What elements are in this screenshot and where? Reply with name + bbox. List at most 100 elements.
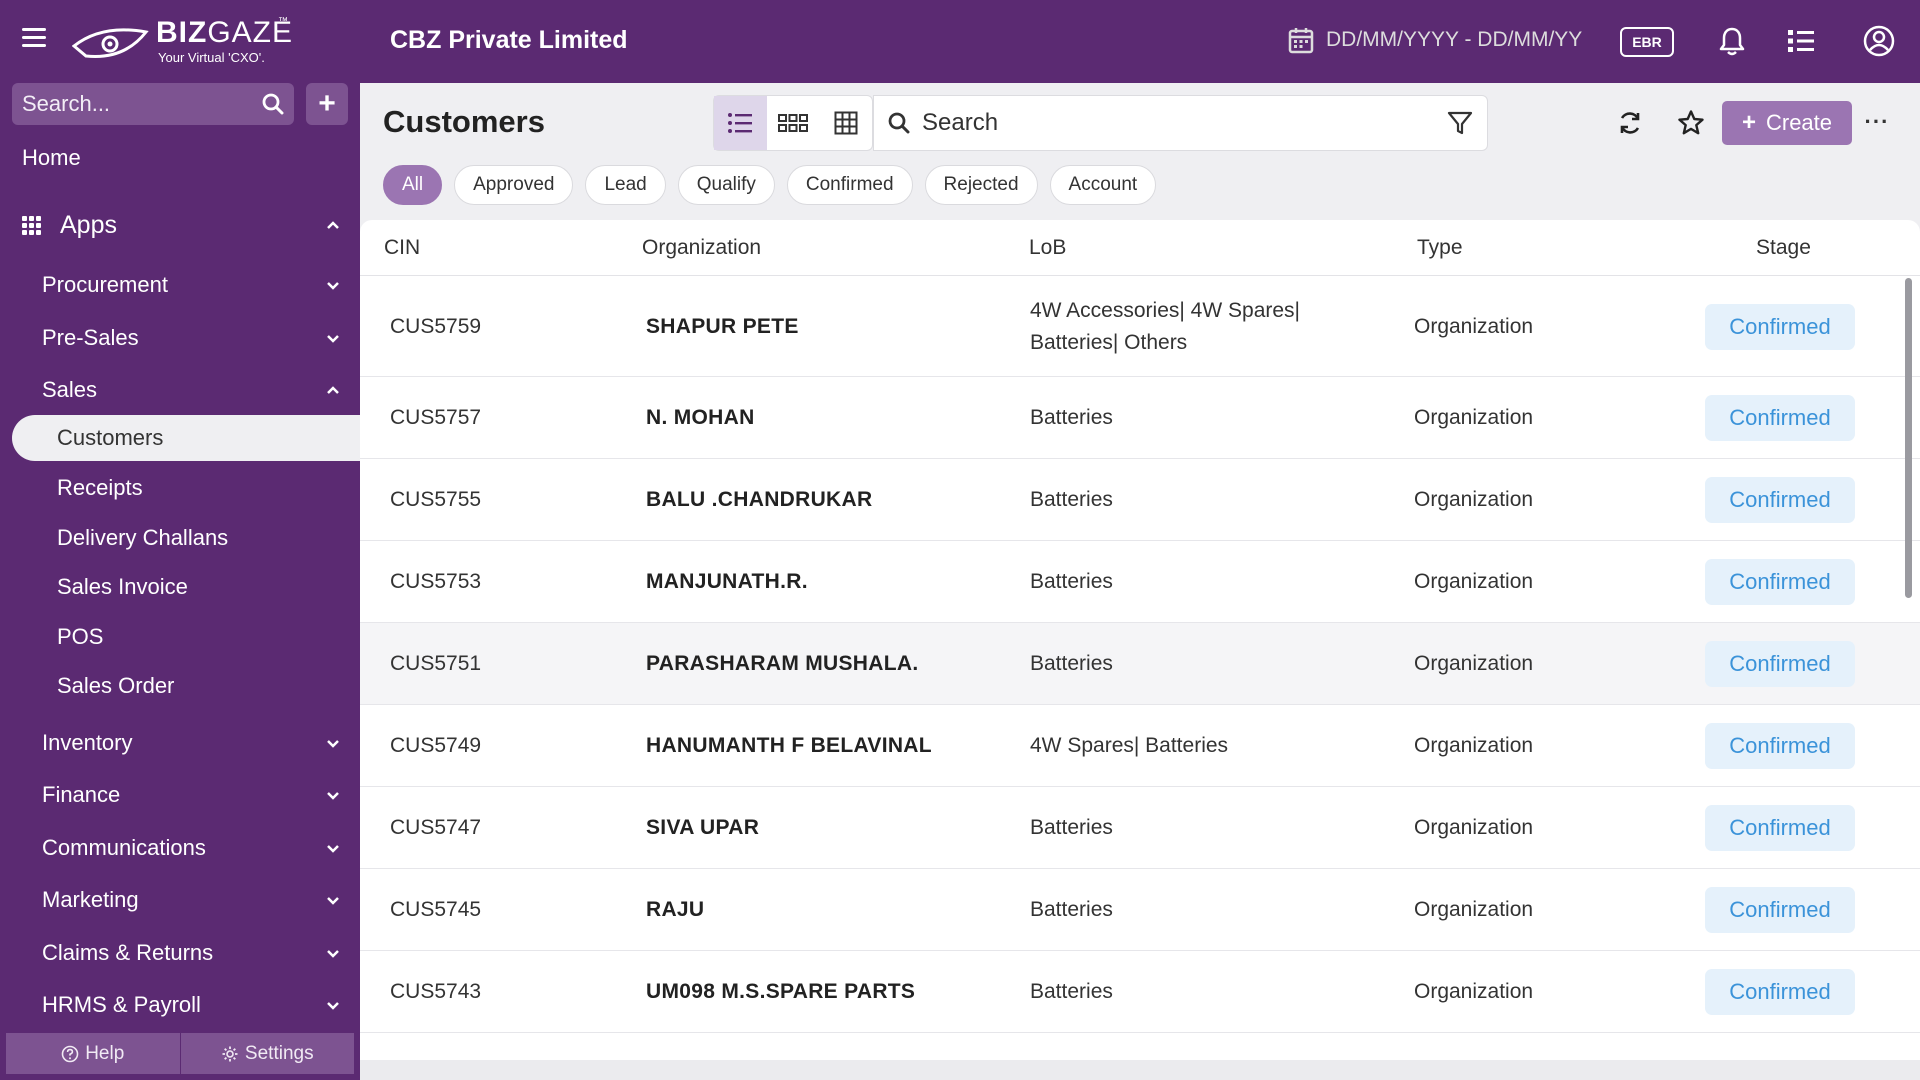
table-row[interactable]: CUS5759 SHAPUR PETE 4W Accessories| 4W S… [360,277,1920,377]
filter-icon[interactable] [1447,110,1473,136]
customer-search-input[interactable]: Search [873,95,1488,151]
cell-type: Organization [1414,897,1534,921]
table-row[interactable]: CUS5747 SIVA UPAR Batteries Organization… [360,787,1920,869]
logo-trademark: ™ [278,16,288,27]
cell-cin: CUS5743 [390,979,482,1003]
horizontal-scroll-track[interactable] [360,1060,1920,1080]
cell-organization: SHAPUR PETE [646,314,799,338]
create-button[interactable]: + Create [1722,101,1852,145]
settings-button[interactable]: Settings [179,1033,354,1074]
sidebar-item-claims-returns[interactable]: Claims & Returns [0,933,360,973]
company-name: CBZ Private Limited [390,26,628,54]
sidebar-item-customers[interactable]: Customers [12,415,360,461]
filter-chip-rejected[interactable]: Rejected [924,165,1038,205]
bell-icon[interactable] [1715,24,1749,58]
sidebar-item-label: Sales [42,377,98,402]
sidebar-item-finance[interactable]: Finance [0,775,360,815]
branch-badge[interactable]: EBR [1620,27,1674,57]
cell-cin: CUS5749 [390,733,482,757]
app-logo[interactable]: BIZGAZE ™ Your Virtual 'CXO'. [72,14,292,70]
cell-lob: 4W Accessories| 4W Spares| Batteries| Ot… [1030,298,1300,354]
task-list-icon[interactable] [1784,24,1818,58]
status-badge: Confirmed [1705,640,1855,687]
sidebar-item-pre-sales[interactable]: Pre-Sales [0,318,360,358]
cell-type: Organization [1414,569,1534,593]
column-header-lob[interactable]: LoB [1029,236,1067,259]
table-row-hovered[interactable]: CUS5751 PARASHARAM MUSHALA. Batteries Or… [360,623,1920,705]
sidebar-search-placeholder[interactable]: Search... [22,91,111,116]
status-badge: Confirmed [1705,558,1855,605]
filter-chip-lead[interactable]: Lead [585,165,666,205]
cell-organization: PARASHARAM MUSHALA. [646,651,919,675]
star-icon[interactable] [1675,107,1707,139]
table-row[interactable]: CUS5749 HANUMANTH F BELAVINAL 4W Spares|… [360,705,1920,787]
sidebar-item-sales[interactable]: Sales [0,370,360,410]
table-row[interactable]: CUS5743 UM098 M.S.SPARE PARTS Batteries … [360,951,1920,1033]
cell-type: Organization [1414,651,1534,675]
chevron-down-icon[interactable] [318,281,348,290]
sidebar-item-label: Inventory [42,730,133,755]
cell-stage: Confirmed [1705,623,1855,704]
table-row[interactable]: CUS5755 BALU .CHANDRUKAR Batteries Organ… [360,459,1920,541]
chevron-down-icon[interactable] [318,949,348,958]
sidebar-item-communications[interactable]: Communications [0,828,360,868]
sidebar-item-label: POS [57,624,104,649]
column-header-type[interactable]: Type [1417,236,1463,259]
grid-view-button[interactable] [819,96,872,150]
menu-icon[interactable] [22,28,46,52]
sidebar-item-receipts[interactable]: Receipts [0,468,360,508]
filter-chip-approved[interactable]: Approved [454,165,574,205]
filter-chip-all[interactable]: All [383,165,443,205]
chevron-up-icon[interactable] [318,385,348,395]
sidebar-item-apps[interactable]: Apps [0,205,360,245]
chevron-up-icon[interactable] [318,220,348,230]
create-label: Create [1765,110,1833,135]
column-header-cin[interactable]: CIN [384,236,421,259]
sidebar-item-sales-order[interactable]: Sales Order [0,666,360,706]
search-placeholder[interactable]: Search [922,109,999,136]
sidebar-item-label: Communications [42,835,206,860]
sidebar-item-inventory[interactable]: Inventory [0,723,360,763]
sidebar-item-sales-invoice[interactable]: Sales Invoice [0,567,360,607]
sidebar: Search... + Home Apps Procurement Pre-Sa… [0,83,360,1080]
quick-add-button[interactable]: + [306,83,348,125]
cell-lob: Batteries [1030,815,1113,839]
search-icon[interactable] [262,93,284,115]
status-badge: Confirmed [1705,886,1855,933]
sidebar-item-label: Receipts [57,475,143,500]
chevron-down-icon[interactable] [318,844,348,853]
help-button[interactable]: Help [6,1033,180,1074]
filter-chip-confirmed[interactable]: Confirmed [786,165,913,205]
table-row[interactable]: CUS5745 RAJU Batteries Organization Conf… [360,869,1920,951]
list-view-button[interactable] [714,96,767,150]
sidebar-item-marketing[interactable]: Marketing [0,880,360,920]
chevron-down-icon[interactable] [318,791,348,800]
sidebar-item-pos[interactable]: POS [0,617,360,657]
sidebar-item-home[interactable]: Home [0,138,360,178]
refresh-icon[interactable] [1614,107,1646,139]
sidebar-search-input[interactable]: Search... [12,83,294,125]
sidebar-item-delivery-challans[interactable]: Delivery Challans [0,518,360,558]
filter-chip-qualify[interactable]: Qualify [677,165,775,205]
date-range-picker[interactable]: DD/MM/YYYY - DD/MM/YY [1288,24,1582,56]
user-profile-icon[interactable] [1862,24,1896,58]
column-header-organization[interactable]: Organization [642,236,762,259]
vertical-scrollbar[interactable] [1905,278,1912,598]
table-row[interactable]: CUS5757 N. MOHAN Batteries Organization … [360,377,1920,459]
chevron-down-icon[interactable] [318,334,348,343]
sidebar-item-procurement[interactable]: Procurement [0,265,360,305]
filter-chip-account[interactable]: Account [1049,165,1157,205]
sidebar-item-hrms-payroll[interactable]: HRMS & Payroll [0,985,360,1025]
table-row[interactable]: CUS5753 MANJUNATH.R. Batteries Organizat… [360,541,1920,623]
cell-cin: CUS5755 [390,487,482,511]
column-header-stage[interactable]: Stage [1756,236,1811,259]
status-badge: Confirmed [1705,722,1855,769]
sidebar-item-label: Sales Order [57,673,175,698]
chevron-down-icon[interactable] [318,896,348,905]
card-view-button[interactable] [767,96,820,150]
chevron-down-icon[interactable] [318,739,348,748]
chevron-down-icon[interactable] [318,1001,348,1010]
date-range-text[interactable]: DD/MM/YYYY - DD/MM/YY [1326,28,1583,51]
more-options-icon[interactable]: ··· [1864,109,1890,134]
cell-lob: Batteries [1030,979,1113,1003]
